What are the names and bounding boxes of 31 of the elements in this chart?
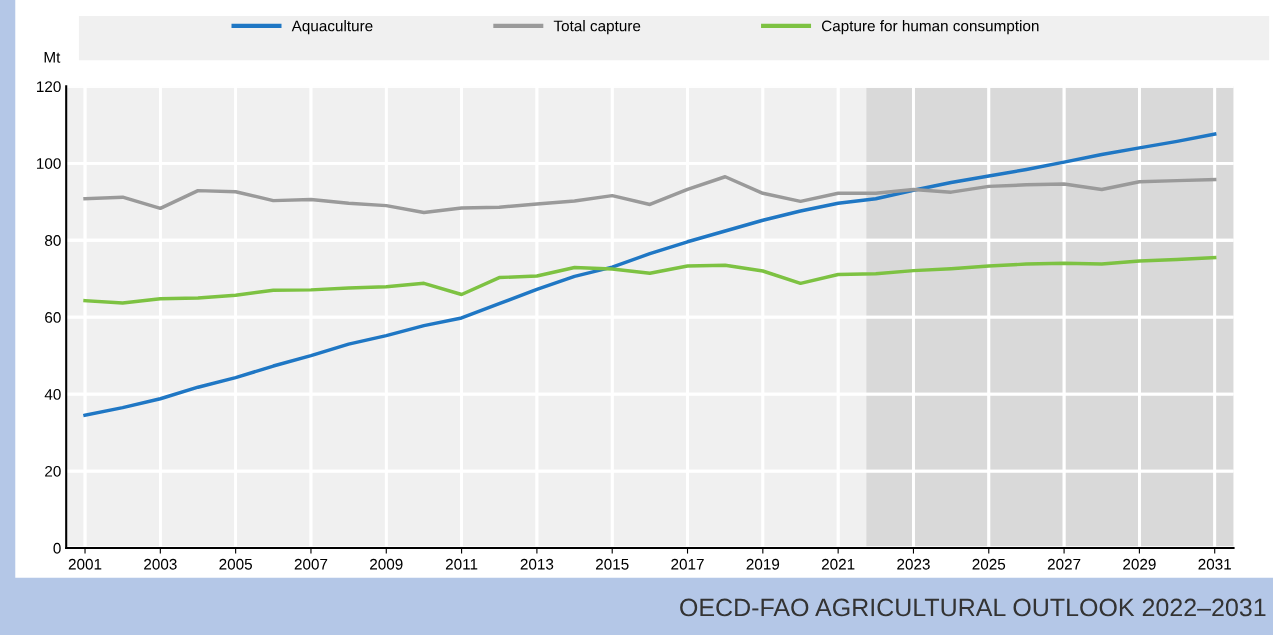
x-tick-label: 2013 [520, 558, 554, 570]
line-series [83, 255, 1217, 305]
legend-label: Aquaculture [291, 20, 373, 35]
y-axis-title: Mt [44, 52, 61, 63]
x-tick-label: 2027 [1047, 558, 1081, 570]
x-tick-label: 2003 [144, 558, 177, 570]
legend-label: Capture for human consumption [821, 20, 1039, 35]
x-tick-label: 2015 [595, 558, 629, 570]
x-tick-label: 2011 [445, 558, 478, 570]
x-tick-label: 2005 [219, 558, 252, 570]
legend-label: Total capture [553, 20, 641, 35]
y-tick-label: 120 [37, 81, 61, 93]
y-tick-label: 0 [53, 542, 61, 554]
x-tick-label: 2019 [746, 558, 780, 570]
x-tick-label: 2001 [68, 558, 102, 570]
y-tick-label: 60 [45, 312, 61, 323]
x-tick-label: 2009 [370, 558, 403, 570]
line-series [83, 132, 1217, 418]
x-tick-label: 2017 [671, 558, 704, 570]
y-tick-label: 20 [45, 465, 61, 477]
x-tick-label: 2023 [897, 558, 930, 570]
x-tick-label: 2021 [821, 558, 855, 570]
y-tick-label: 80 [45, 235, 61, 246]
x-tick-label: 2025 [972, 558, 1006, 570]
x-tick-label: 2007 [294, 558, 328, 570]
line-series [83, 175, 1217, 215]
text: OECD-FAO AGRICULTURAL OUTLOOK 2022–2031 [680, 598, 1266, 617]
y-tick-label: 100 [37, 158, 61, 169]
x-tick-label: 2029 [1123, 558, 1156, 570]
x-tick-label: 2031 [1198, 558, 1231, 570]
y-tick-label: 40 [44, 388, 61, 400]
